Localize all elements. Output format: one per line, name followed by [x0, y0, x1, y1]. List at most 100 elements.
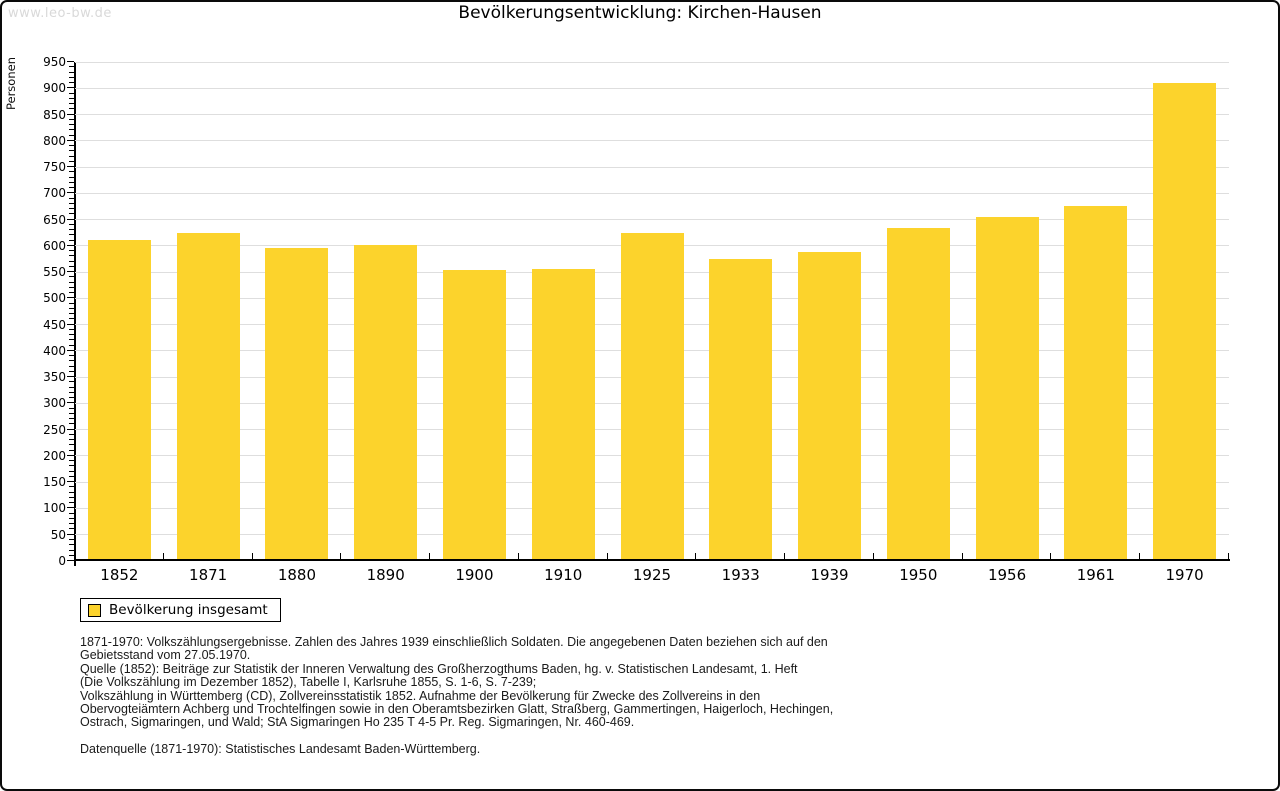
footnote-line-2: Gebietsstand vom 27.05.1970.	[80, 648, 251, 663]
x-axis-tick	[163, 553, 164, 559]
x-tick-label-1970: 1970	[1165, 566, 1204, 584]
y-minor-tick	[69, 334, 74, 336]
y-minor-tick	[69, 286, 74, 288]
y-minor-tick	[69, 103, 74, 105]
y-tick-label-950: 950	[43, 55, 66, 69]
y-minor-tick	[69, 260, 74, 262]
footnote-line-3: Quelle (1852): Beiträge zur Statistik de…	[80, 661, 798, 676]
gridline-900	[75, 87, 1229, 89]
y-minor-tick	[69, 502, 74, 504]
y-tick-label-450: 450	[43, 317, 66, 332]
y-major-tick	[67, 323, 74, 325]
y-minor-tick	[69, 523, 74, 525]
x-axis-tick	[340, 553, 341, 559]
y-minor-tick	[69, 318, 74, 320]
y-tick-label-700: 700	[43, 186, 66, 201]
x-axis-tick	[252, 553, 253, 559]
y-minor-tick	[69, 118, 74, 120]
y-minor-tick	[69, 223, 74, 225]
y-minor-tick	[69, 360, 74, 362]
y-major-tick	[67, 139, 74, 141]
y-minor-tick	[69, 328, 74, 330]
x-axis-tick	[962, 553, 963, 559]
y-axis	[74, 62, 76, 566]
x-tick-label-1956: 1956	[987, 566, 1027, 584]
y-minor-tick	[69, 276, 74, 278]
bar-1933	[709, 258, 773, 559]
x-tick-label-1933: 1933	[721, 566, 760, 584]
y-minor-tick	[69, 250, 74, 252]
y-minor-tick	[69, 213, 74, 215]
y-minor-tick	[69, 465, 74, 467]
y-tick-label-500: 500	[43, 291, 66, 306]
y-major-tick	[67, 481, 74, 483]
y-minor-tick	[69, 92, 74, 94]
y-tick-label-900: 900	[43, 81, 66, 96]
x-axis-tick	[607, 553, 608, 559]
legend-swatch-icon	[88, 603, 101, 617]
y-minor-tick	[69, 344, 74, 346]
y-minor-tick	[69, 181, 74, 183]
y-minor-tick	[69, 255, 74, 257]
x-tick-label-1852: 1852	[100, 566, 139, 584]
y-minor-tick	[69, 202, 74, 204]
bar-1950	[886, 228, 950, 559]
gridline-750	[75, 166, 1229, 168]
footnotes: 1871-1970: Volkszählungsergebnisse. Zahl…	[80, 635, 940, 756]
gridline-850	[75, 114, 1229, 116]
y-tick-label-800: 800	[43, 133, 66, 148]
y-minor-tick	[69, 129, 74, 131]
footnote-line-4: (Die Volkszählung im Dezember 1852), Tab…	[80, 675, 537, 690]
y-tick-label-400: 400	[43, 343, 66, 358]
bar-1961	[1064, 206, 1128, 559]
x-tick-label-1880: 1880	[277, 566, 316, 584]
y-minor-tick	[69, 496, 74, 498]
y-major-tick	[67, 533, 74, 535]
y-minor-tick	[69, 124, 74, 126]
watermark: www.leo-bw.de	[8, 6, 112, 21]
y-minor-tick	[69, 423, 74, 425]
x-tick-label-1871: 1871	[189, 566, 228, 584]
y-minor-tick	[69, 307, 74, 309]
y-minor-tick	[69, 229, 74, 231]
x-tick-label-1939: 1939	[810, 566, 849, 584]
x-axis-tick	[518, 553, 519, 559]
x-tick-label-1961: 1961	[1076, 566, 1115, 584]
y-minor-tick	[69, 528, 74, 530]
gridline-800	[75, 140, 1229, 142]
x-axis-tick	[1050, 553, 1051, 559]
y-major-tick	[67, 192, 74, 194]
y-tick-label-250: 250	[43, 422, 66, 437]
x-axis-tick	[1139, 553, 1140, 559]
y-minor-tick	[69, 381, 74, 383]
x-axis-tick	[695, 553, 696, 559]
gridline-700	[75, 192, 1229, 194]
x-tick-label-1950: 1950	[899, 566, 938, 584]
y-minor-tick	[69, 512, 74, 514]
y-major-tick	[67, 87, 74, 89]
footnote-line-6: Obervogteiämtern Achberg und Trochtelfin…	[80, 702, 834, 717]
bar-1890	[354, 244, 418, 559]
x-axis-tick	[1228, 553, 1229, 559]
x-axis-tick-labels: 1852 1871 1880 1890 1900 1910 1925 1933 1939 1950…	[75, 564, 1229, 586]
x-tick-label-1925: 1925	[632, 566, 672, 584]
y-major-tick	[67, 402, 74, 404]
y-minor-tick	[69, 475, 74, 477]
x-axis-tick	[873, 553, 874, 559]
plot-area	[67, 61, 1230, 566]
y-minor-tick	[69, 486, 74, 488]
bar-1925	[620, 233, 684, 559]
y-major-tick	[67, 454, 74, 456]
y-tick-label-50: 50	[50, 527, 66, 542]
y-minor-tick	[69, 433, 74, 435]
gridline-950	[75, 61, 1229, 63]
y-minor-tick	[69, 370, 74, 372]
y-minor-tick	[69, 439, 74, 441]
bar-1871	[176, 233, 240, 559]
y-minor-tick	[69, 145, 74, 147]
footnote-line-1: 1871-1970: Volkszählungsergebnisse. Zahl…	[80, 635, 828, 649]
bar-1970	[1153, 82, 1217, 559]
y-minor-tick	[69, 155, 74, 157]
y-minor-tick	[69, 365, 74, 367]
y-major-tick	[67, 376, 74, 378]
